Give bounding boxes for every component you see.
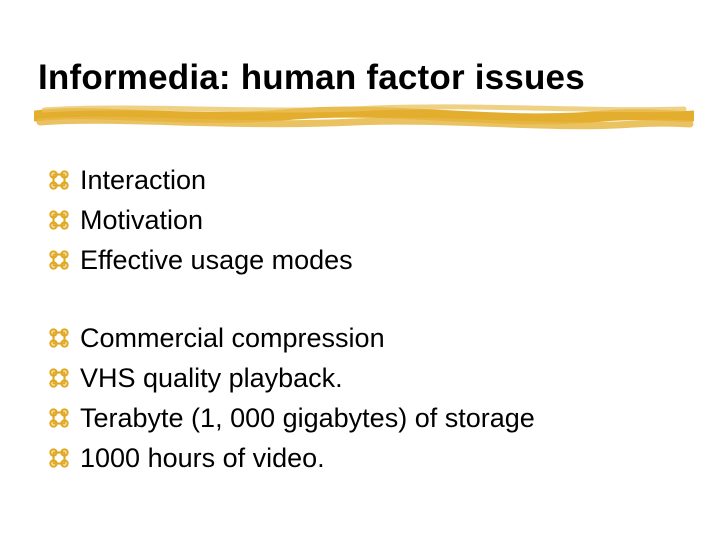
bullet-icon [48, 169, 70, 191]
slide-title: Informedia: human factor issues [38, 58, 585, 98]
list-item: Motivation [48, 200, 535, 240]
list-item-label: Commercial compression [80, 323, 385, 354]
list-item-label: Motivation [80, 205, 203, 236]
list-item: 1000 hours of video. [48, 438, 535, 478]
bullet-group: Interaction Motivation [48, 160, 535, 280]
bullet-icon [48, 249, 70, 271]
list-item-label: Interaction [80, 165, 206, 196]
list-item: Terabyte (1, 000 gigabytes) of storage [48, 398, 535, 438]
bullet-icon [48, 367, 70, 389]
list-item-label: 1000 hours of video. [80, 443, 325, 474]
bullet-icon [48, 447, 70, 469]
bullet-group: Commercial compression VHS quality playb… [48, 318, 535, 478]
bullet-list: Interaction Motivation [48, 160, 535, 516]
list-item: VHS quality playback. [48, 358, 535, 398]
slide: Informedia: human factor issues Interact… [0, 0, 720, 540]
list-item: Interaction [48, 160, 535, 200]
list-item-label: Terabyte (1, 000 gigabytes) of storage [80, 403, 535, 434]
title-underline-brush [34, 102, 694, 132]
list-item-label: Effective usage modes [80, 245, 353, 276]
list-item: Commercial compression [48, 318, 535, 358]
list-item: Effective usage modes [48, 240, 535, 280]
list-item-label: VHS quality playback. [80, 363, 343, 394]
bullet-icon [48, 407, 70, 429]
bullet-icon [48, 209, 70, 231]
bullet-icon [48, 327, 70, 349]
